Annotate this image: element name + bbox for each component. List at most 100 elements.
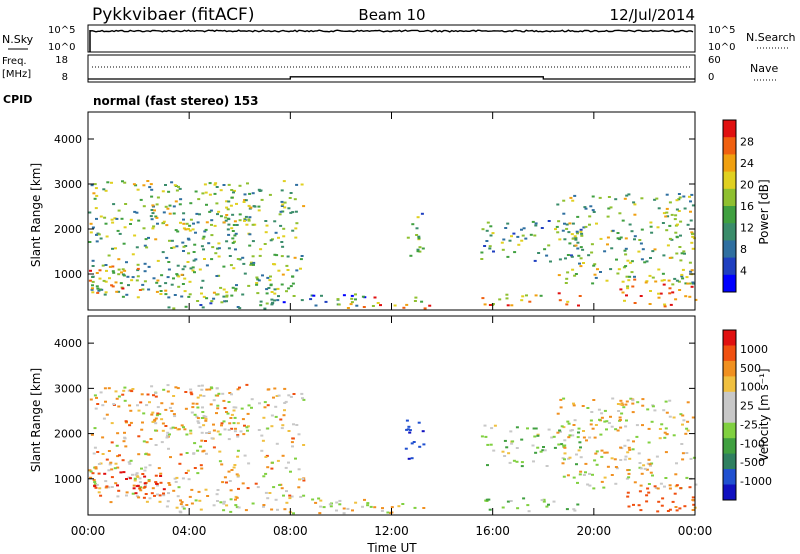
echo-cell xyxy=(512,459,516,462)
echo-cell xyxy=(177,275,181,278)
echo-cell xyxy=(566,254,570,256)
echo-cell xyxy=(663,431,667,434)
echo-cell xyxy=(405,428,409,431)
echo-cell xyxy=(108,463,112,466)
echo-cell xyxy=(653,198,657,201)
echo-cell xyxy=(667,279,671,282)
echo-cell xyxy=(603,409,607,412)
echo-cell xyxy=(259,189,263,192)
echo-cell xyxy=(691,282,695,285)
echo-cell xyxy=(178,462,182,465)
echo-cell xyxy=(155,216,159,219)
echo-cell xyxy=(690,231,694,234)
echo-cell xyxy=(107,486,111,489)
colorbar-swatch xyxy=(723,407,736,424)
echo-cell xyxy=(95,233,98,236)
echo-cell xyxy=(122,389,126,392)
echo-cell xyxy=(420,300,424,303)
echo-cell xyxy=(247,284,251,287)
echo-cell xyxy=(170,410,174,412)
echo-cell xyxy=(376,302,380,304)
echo-cell xyxy=(686,282,690,285)
echo-cell xyxy=(164,205,168,208)
echo-cell xyxy=(273,220,277,223)
colorbar-swatch xyxy=(723,422,736,439)
echo-cell xyxy=(556,412,560,415)
echo-cell xyxy=(188,224,192,227)
echo-cell xyxy=(270,303,274,306)
echo-cell xyxy=(119,282,123,285)
echo-cell xyxy=(373,296,377,299)
echo-cell xyxy=(216,489,220,491)
echo-cell xyxy=(524,237,528,240)
echo-cell xyxy=(489,443,493,446)
echo-cell xyxy=(201,406,204,409)
echo-cell xyxy=(610,425,614,428)
echo-cell xyxy=(658,437,662,440)
echo-cell xyxy=(691,496,695,499)
echo-cell xyxy=(105,485,109,488)
echo-cell xyxy=(251,192,255,195)
echo-cell xyxy=(215,387,219,390)
echo-cell xyxy=(515,426,519,429)
echo-cell xyxy=(182,426,185,429)
echo-cell xyxy=(278,484,282,486)
echo-cell xyxy=(234,504,238,507)
echo-cell xyxy=(671,291,675,294)
echo-cell xyxy=(140,393,144,396)
echo-cell xyxy=(381,507,384,510)
echo-cell xyxy=(227,223,231,226)
echo-cell xyxy=(161,222,165,225)
echo-cell xyxy=(486,464,489,467)
echo-cell xyxy=(98,269,102,272)
echo-cell xyxy=(143,475,147,478)
echo-cell xyxy=(579,265,583,268)
echo-cell xyxy=(678,507,682,510)
y-tick-label: 3000 xyxy=(54,382,82,395)
echo-cell xyxy=(234,232,238,235)
echo-cell xyxy=(598,196,602,199)
echo-cell xyxy=(681,277,685,280)
echo-cell xyxy=(689,270,693,273)
echo-cell xyxy=(582,430,585,432)
echo-cell xyxy=(633,278,637,281)
echo-cell xyxy=(573,509,577,512)
echo-cell xyxy=(150,195,154,198)
echo-cell xyxy=(226,228,230,231)
echo-cell xyxy=(166,434,169,437)
echo-cell xyxy=(520,461,524,464)
echo-cell xyxy=(108,265,112,268)
echo-cell xyxy=(102,417,106,420)
echo-cell xyxy=(140,467,143,470)
echo-cell xyxy=(166,276,170,279)
echo-cell xyxy=(162,492,165,495)
colorbar-tick-label: 8 xyxy=(740,243,747,256)
echo-cell xyxy=(106,181,110,184)
echo-cell xyxy=(512,232,516,235)
echo-cell xyxy=(191,269,195,272)
echo-cell xyxy=(185,504,189,506)
echo-cell xyxy=(289,192,293,194)
echo-cell xyxy=(681,423,684,426)
echo-cell xyxy=(218,433,222,436)
echo-cell xyxy=(283,508,287,511)
echo-cell xyxy=(222,288,226,291)
echo-cell xyxy=(121,295,125,298)
echo-cell xyxy=(123,181,127,184)
colorbar-swatch xyxy=(723,438,736,455)
echo-cell xyxy=(670,256,674,259)
echo-cell xyxy=(547,428,551,431)
echo-cell xyxy=(682,195,686,198)
echo-cell xyxy=(195,212,199,215)
echo-cell xyxy=(242,433,246,436)
echo-cell xyxy=(582,474,586,476)
echo-cell xyxy=(252,261,256,264)
echo-cell xyxy=(204,191,208,194)
echo-cell xyxy=(674,298,678,301)
echo-cell xyxy=(310,294,314,297)
echo-cell xyxy=(112,203,116,206)
echo-cell xyxy=(143,482,147,485)
echo-cell xyxy=(606,243,609,246)
echo-cell xyxy=(138,477,142,480)
echo-cell xyxy=(245,223,249,226)
